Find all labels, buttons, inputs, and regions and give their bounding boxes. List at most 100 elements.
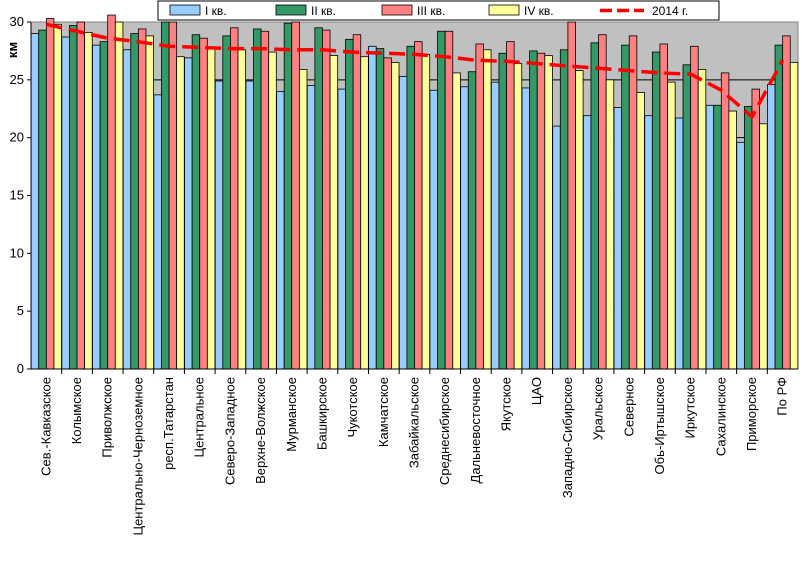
bar	[536, 52, 546, 370]
x-tick-label: Обь-Иртышское	[652, 377, 667, 474]
bar	[30, 33, 40, 370]
x-tick-label: Приморское	[744, 377, 759, 451]
bar	[452, 72, 461, 370]
bar	[728, 110, 737, 370]
y-tick-label: 5	[17, 303, 24, 318]
bar	[751, 88, 760, 370]
bar	[298, 69, 308, 370]
x-tick-label: Якутское	[499, 377, 514, 431]
bar	[767, 84, 776, 370]
bar	[697, 69, 707, 370]
bar	[391, 62, 400, 370]
y-tick-label: 25	[10, 72, 24, 87]
y-tick-label: 10	[10, 245, 24, 260]
bar	[675, 117, 684, 370]
y-tick-label: 30	[10, 14, 24, 29]
bar	[621, 44, 630, 370]
bar	[613, 107, 623, 370]
x-tick-label: Северное	[621, 377, 636, 436]
legend: I кв. II кв. III кв. IV кв. 2014 г.	[157, 0, 720, 21]
bar	[736, 141, 745, 370]
bar	[644, 115, 653, 370]
bar	[782, 35, 791, 370]
bar	[498, 52, 507, 370]
bar	[337, 88, 346, 370]
bar	[122, 49, 132, 370]
bar	[667, 81, 676, 370]
x-tick-label: Северо-Западное	[222, 377, 237, 485]
bar	[789, 62, 799, 370]
bar	[253, 28, 262, 370]
bar	[628, 35, 638, 370]
bar	[513, 63, 523, 370]
x-tick-label: Сев.-Кавказское	[38, 377, 53, 476]
bar	[720, 72, 730, 370]
bar	[521, 87, 531, 370]
bar	[283, 22, 293, 370]
legend-swatch	[169, 4, 201, 16]
legend-swatch	[488, 4, 520, 16]
bar	[345, 38, 354, 370]
bar	[145, 35, 154, 370]
bar	[437, 30, 446, 370]
legend-label: III кв.	[417, 4, 445, 18]
x-tick-label: Среднесибирское	[437, 377, 452, 485]
bar	[352, 34, 362, 370]
bar	[137, 28, 147, 370]
bar	[544, 55, 553, 370]
bar	[444, 30, 454, 370]
bar	[53, 23, 62, 370]
x-tick-label: Камчатское	[376, 377, 391, 447]
bar	[69, 25, 78, 370]
x-tick-label: Центрально-Черноземное	[130, 377, 145, 536]
bar	[237, 49, 247, 370]
bar	[245, 80, 254, 370]
bar	[375, 48, 385, 370]
bar	[168, 21, 178, 370]
y-tick-label: 15	[10, 188, 24, 203]
bar	[651, 51, 661, 370]
bar	[276, 91, 285, 370]
bar	[529, 50, 538, 370]
bar	[222, 35, 231, 370]
x-tick-label: Приволжское	[100, 377, 115, 458]
bar	[774, 44, 784, 370]
bar	[483, 49, 492, 370]
y-tick-label: 0	[17, 361, 24, 376]
bar	[467, 71, 477, 370]
bar	[107, 14, 116, 370]
series-line-2014	[45, 22, 785, 119]
bar	[161, 21, 170, 370]
x-tick-label: Иркутское	[683, 377, 698, 439]
x-tick-label: респ.Татарстан	[161, 377, 176, 470]
x-tick-label: ЦАО	[529, 377, 544, 405]
legend-label: II кв.	[311, 4, 336, 18]
bar	[475, 43, 484, 370]
x-tick-label: Уральское	[591, 377, 606, 440]
x-tick-label: По РФ	[775, 377, 790, 416]
bar	[61, 36, 70, 370]
bar	[306, 85, 316, 370]
legend-label: I кв.	[205, 4, 227, 18]
x-tick-label: Мурманское	[284, 377, 299, 452]
bar	[176, 56, 185, 370]
legend-label: 2014 г.	[652, 4, 688, 18]
bar	[759, 123, 768, 370]
bar	[45, 18, 55, 370]
bar	[184, 57, 193, 370]
axes: 0 5 10 15 20 25 30 Сев.-Кавказское Колымское Прив…	[10, 14, 798, 536]
bar	[406, 45, 415, 370]
bar	[590, 42, 599, 370]
bar	[268, 51, 277, 370]
bar	[659, 43, 668, 370]
bar	[575, 70, 584, 370]
bar	[329, 55, 339, 370]
bar	[314, 27, 323, 370]
y-axis-label: км	[5, 42, 20, 58]
bar	[360, 56, 369, 370]
x-tick-label: Чукотское	[345, 377, 360, 438]
bar	[490, 81, 500, 370]
bar	[690, 45, 699, 370]
x-tick-label: Забайкальское	[407, 377, 422, 468]
x-tick-label: Сахалинское	[713, 377, 728, 456]
